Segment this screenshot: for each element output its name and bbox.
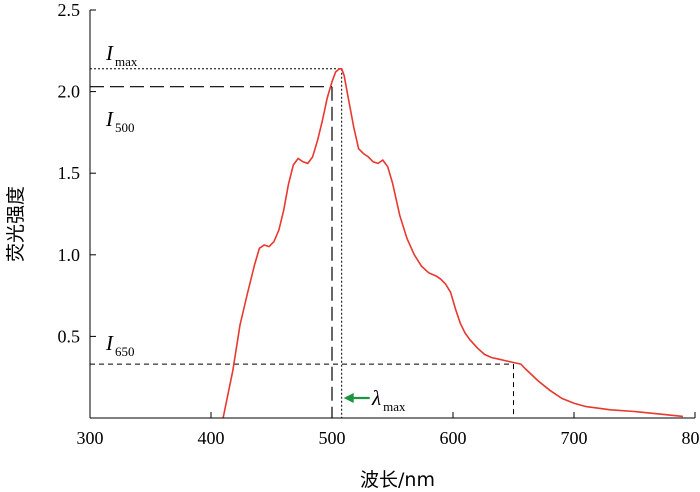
y-tick-label: 2.0 — [58, 82, 81, 102]
x-tick-label: 500 — [319, 428, 346, 448]
i-650-label: I 650 — [105, 331, 135, 359]
y-tick-label: 2.5 — [58, 0, 81, 20]
y-tick-label: 1.0 — [58, 245, 81, 265]
x-tick-label: 300 — [77, 428, 104, 448]
tick-labels: 300 400 500 600 700 800 0.5 1.0 1.5 2.0 2.5 — [58, 0, 700, 448]
x-tick-label: 800 — [682, 428, 700, 448]
lambda-max-arrow — [343, 393, 370, 403]
x-tick-label: 600 — [440, 428, 467, 448]
y-axis-label: 荧光强度 — [5, 186, 27, 262]
x-tick-label: 400 — [198, 428, 225, 448]
axes — [89, 9, 696, 419]
y-tick-label: 0.5 — [58, 326, 81, 346]
fluorescence-curve — [222, 68, 683, 419]
x-axis-label: 波长/nm — [360, 469, 435, 491]
x-tick-label: 700 — [561, 428, 588, 448]
i-500-label: I 500 — [105, 107, 135, 135]
lambda-max-label: λ max — [371, 386, 406, 414]
reference-lines — [90, 68, 514, 418]
y-tick-label: 1.5 — [58, 163, 81, 183]
